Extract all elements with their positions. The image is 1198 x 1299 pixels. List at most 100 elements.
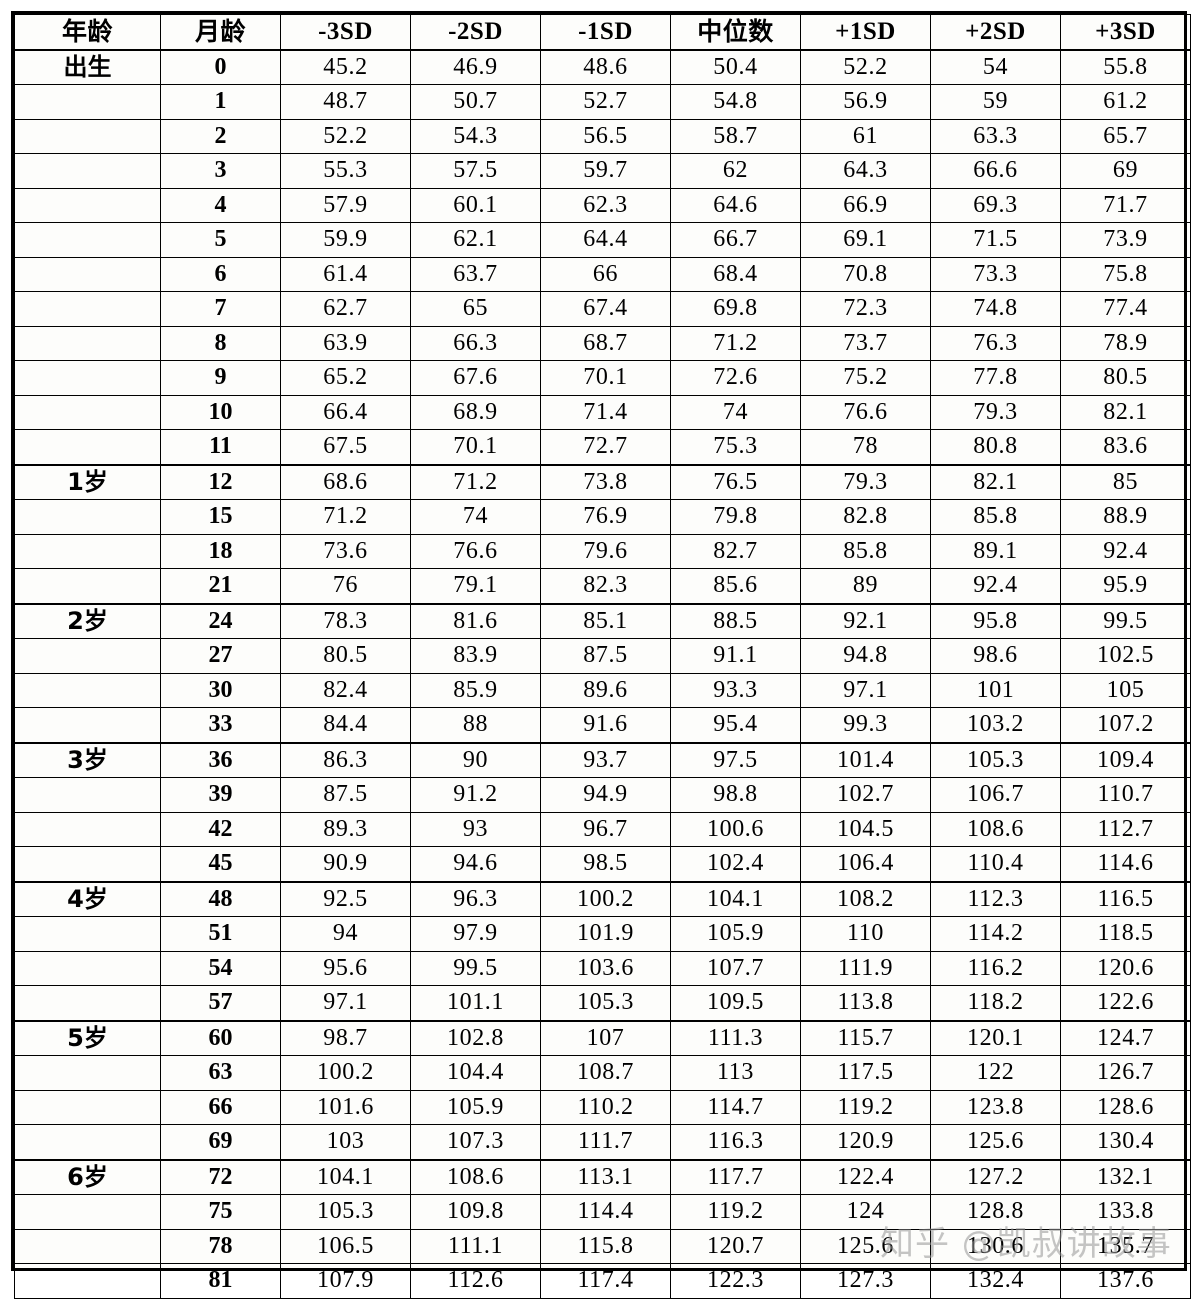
cell-plus3sd: 73.9 [1060, 222, 1191, 258]
cell-month: 63 [160, 1055, 281, 1091]
header-row: 年龄 月龄 -3SD -2SD -1SD 中位数 +1SD +2SD +3SD [14, 14, 1191, 51]
cell-minus1sd: 107 [540, 1019, 671, 1056]
cell-minus3sd: 62.7 [280, 291, 411, 327]
cell-plus2sd: 101 [930, 672, 1061, 708]
cell-median: 54.8 [670, 84, 801, 120]
cell-minus3sd: 71.2 [280, 499, 411, 535]
cell-plus2sd: 116.2 [930, 950, 1061, 986]
cell-minus3sd: 55.3 [280, 153, 411, 189]
cell-minus2sd: 83.9 [410, 638, 541, 674]
cell-median: 117.7 [670, 1158, 801, 1195]
table-row: 1岁 12 68.6 71.2 73.8 76.5 79.3 82.1 85 [14, 463, 1191, 500]
cell-minus2sd: 74 [410, 499, 541, 535]
cell-plus3sd: 122.6 [1060, 985, 1191, 1021]
cell-minus1sd: 94.9 [540, 777, 671, 813]
cell-median: 122.3 [670, 1263, 801, 1299]
cell-minus2sd: 76.6 [410, 533, 541, 569]
table-body: 出生 0 45.2 46.9 48.6 50.4 52.2 54 55.8 1 48.7 50.7 52… [14, 48, 1191, 1299]
cell-minus1sd: 87.5 [540, 638, 671, 674]
cell-age: 6岁 [14, 1158, 161, 1195]
cell-plus3sd: 128.6 [1060, 1089, 1191, 1125]
cell-age [14, 672, 161, 708]
cell-plus1sd: 99.3 [800, 707, 931, 743]
cell-plus3sd: 92.4 [1060, 533, 1191, 569]
cell-plus1sd: 92.1 [800, 602, 931, 639]
cell-median: 58.7 [670, 118, 801, 154]
cell-plus1sd: 113.8 [800, 985, 931, 1021]
cell-age [14, 360, 161, 396]
column-header-plus2sd: +2SD [930, 14, 1061, 51]
cell-age [14, 916, 161, 952]
table-row: 出生 0 45.2 46.9 48.6 50.4 52.2 54 55.8 [14, 48, 1191, 85]
table-row: 7 62.7 65 67.4 69.8 72.3 74.8 77.4 [14, 291, 1191, 327]
cell-minus2sd: 65 [410, 291, 541, 327]
cell-plus2sd: 77.8 [930, 360, 1061, 396]
cell-minus2sd: 54.3 [410, 118, 541, 154]
cell-month: 18 [160, 533, 281, 569]
cell-minus1sd: 56.5 [540, 118, 671, 154]
table-row: 9 65.2 67.6 70.1 72.6 75.2 77.8 80.5 [14, 360, 1191, 396]
cell-plus3sd: 114.6 [1060, 846, 1191, 882]
cell-minus3sd: 90.9 [280, 846, 411, 882]
cell-plus1sd: 72.3 [800, 291, 931, 327]
cell-age [14, 291, 161, 327]
cell-minus3sd: 78.3 [280, 602, 411, 639]
table-row: 30 82.4 85.9 89.6 93.3 97.1 101 105 [14, 672, 1191, 708]
cell-age [14, 638, 161, 674]
cell-minus1sd: 66 [540, 256, 671, 292]
cell-age [14, 568, 161, 604]
column-header-age: 年龄 [14, 14, 161, 51]
cell-minus1sd: 59.7 [540, 153, 671, 189]
cell-median: 119.2 [670, 1194, 801, 1230]
cell-month: 78 [160, 1228, 281, 1264]
table-row: 54 95.6 99.5 103.6 107.7 111.9 116.2 120.6 [14, 950, 1191, 986]
table-row: 6 61.4 63.7 66 68.4 70.8 73.3 75.8 [14, 256, 1191, 292]
cell-plus1sd: 102.7 [800, 777, 931, 813]
cell-age: 5岁 [14, 1019, 161, 1056]
cell-minus2sd: 79.1 [410, 568, 541, 604]
cell-plus2sd: 69.3 [930, 187, 1061, 223]
cell-plus2sd: 82.1 [930, 463, 1061, 500]
cell-plus1sd: 70.8 [800, 256, 931, 292]
cell-median: 102.4 [670, 846, 801, 882]
cell-plus1sd: 76.6 [800, 394, 931, 430]
cell-minus1sd: 114.4 [540, 1194, 671, 1230]
cell-plus3sd: 69 [1060, 153, 1191, 189]
cell-age [14, 950, 161, 986]
cell-month: 42 [160, 811, 281, 847]
cell-minus2sd: 81.6 [410, 602, 541, 639]
cell-age: 出生 [14, 48, 161, 85]
cell-median: 82.7 [670, 533, 801, 569]
cell-plus3sd: 88.9 [1060, 499, 1191, 535]
cell-median: 69.8 [670, 291, 801, 327]
table-row: 2 52.2 54.3 56.5 58.7 61 63.3 65.7 [14, 118, 1191, 154]
cell-month: 8 [160, 325, 281, 361]
column-header-plus3sd: +3SD [1060, 14, 1191, 51]
table-row: 51 94 97.9 101.9 105.9 110 114.2 118.5 [14, 916, 1191, 952]
table-row: 27 80.5 83.9 87.5 91.1 94.8 98.6 102.5 [14, 638, 1191, 674]
cell-median: 97.5 [670, 741, 801, 778]
cell-minus3sd: 103 [280, 1124, 411, 1160]
cell-month: 27 [160, 638, 281, 674]
cell-minus2sd: 90 [410, 741, 541, 778]
cell-plus2sd: 73.3 [930, 256, 1061, 292]
cell-median: 93.3 [670, 672, 801, 708]
table-row: 15 71.2 74 76.9 79.8 82.8 85.8 88.9 [14, 499, 1191, 535]
cell-age [14, 777, 161, 813]
cell-minus3sd: 87.5 [280, 777, 411, 813]
cell-plus3sd: 82.1 [1060, 394, 1191, 430]
cell-minus1sd: 82.3 [540, 568, 671, 604]
table-row: 4岁 48 92.5 96.3 100.2 104.1 108.2 112.3 116.5 [14, 880, 1191, 917]
cell-median: 114.7 [670, 1089, 801, 1125]
cell-median: 113 [670, 1055, 801, 1091]
cell-plus2sd: 123.8 [930, 1089, 1061, 1125]
cell-plus1sd: 104.5 [800, 811, 931, 847]
cell-month: 24 [160, 602, 281, 639]
table-row: 1 48.7 50.7 52.7 54.8 56.9 59 61.2 [14, 84, 1191, 120]
cell-minus1sd: 101.9 [540, 916, 671, 952]
cell-minus2sd: 112.6 [410, 1263, 541, 1299]
cell-minus1sd: 89.6 [540, 672, 671, 708]
cell-minus2sd: 85.9 [410, 672, 541, 708]
cell-plus3sd: 110.7 [1060, 777, 1191, 813]
table-row: 42 89.3 93 96.7 100.6 104.5 108.6 112.7 [14, 811, 1191, 847]
